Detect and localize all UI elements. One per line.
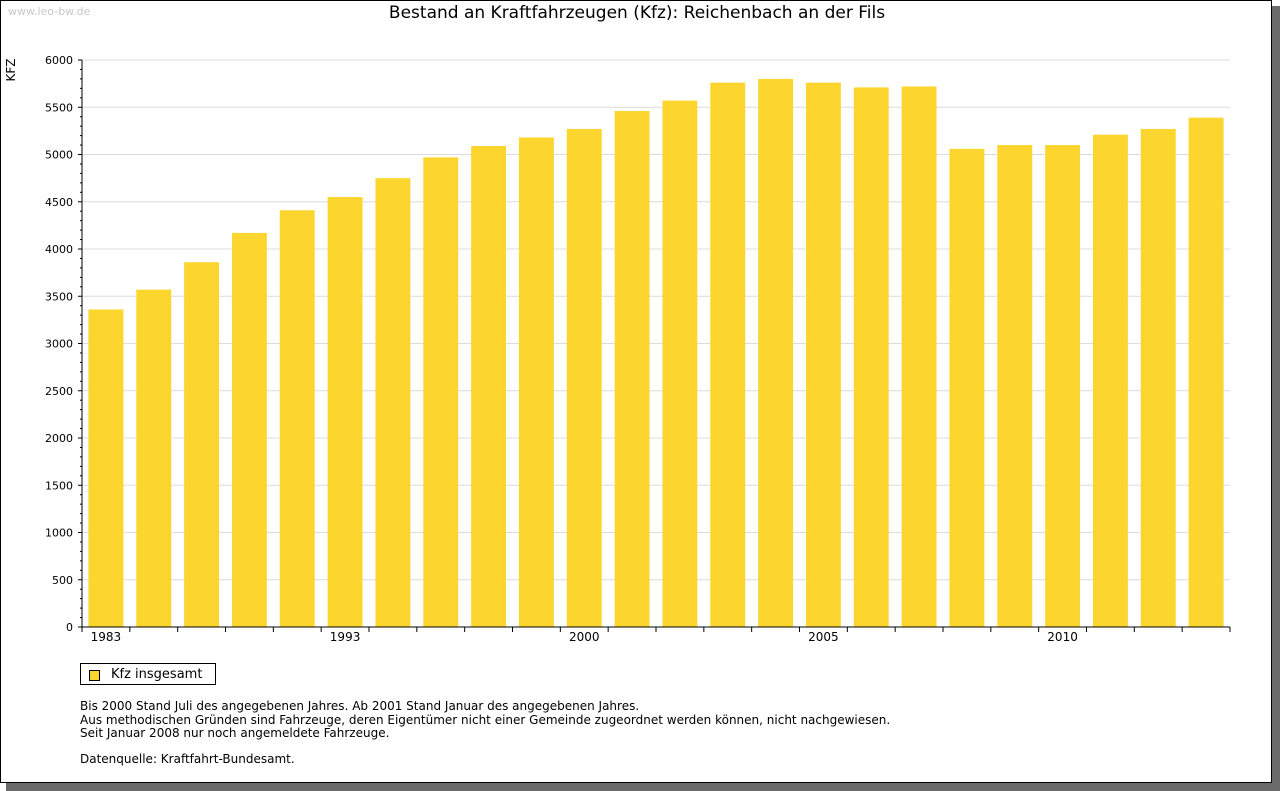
legend: Kfz insgesamt bbox=[80, 663, 216, 685]
bar bbox=[88, 309, 124, 627]
bar bbox=[471, 145, 507, 627]
frame-shadow-bottom bbox=[6, 783, 1280, 791]
x-tick-label: 2010 bbox=[1047, 630, 1078, 644]
bar bbox=[1092, 134, 1128, 627]
y-tick-label: 6000 bbox=[45, 54, 73, 67]
chart-title: Bestand an Kraftfahrzeugen (Kfz): Reiche… bbox=[388, 3, 886, 23]
note-line: Bis 2000 Stand Juli des angegebenen Jahr… bbox=[80, 699, 640, 713]
watermark: www.leo-bw.de bbox=[8, 5, 91, 18]
bar bbox=[614, 111, 650, 627]
bar-layer bbox=[88, 78, 1224, 628]
bar bbox=[518, 137, 554, 628]
bar bbox=[423, 157, 459, 627]
x-tick-label: 2000 bbox=[569, 630, 600, 644]
bar bbox=[231, 232, 267, 627]
bar bbox=[805, 82, 841, 628]
bar bbox=[1140, 128, 1176, 628]
bar bbox=[901, 86, 937, 627]
y-tick-label: 4500 bbox=[45, 196, 73, 209]
bar bbox=[1188, 117, 1224, 628]
bar bbox=[566, 128, 602, 628]
y-axis-label: KFZ bbox=[4, 59, 18, 82]
bar bbox=[758, 78, 794, 627]
bar bbox=[279, 210, 315, 627]
legend-swatch bbox=[89, 670, 100, 681]
grid-layer bbox=[82, 59, 1230, 581]
y-tick-label: 1500 bbox=[45, 479, 73, 492]
axis-layer: 0 500 1000 1500 2000 2500 3000 3500 4000 4500 5000… bbox=[45, 54, 1231, 644]
y-tick-label: 500 bbox=[52, 574, 73, 587]
bar bbox=[853, 87, 889, 627]
note-line: Aus methodischen Gründen sind Fahrzeuge,… bbox=[80, 712, 891, 727]
bar bbox=[327, 197, 363, 627]
y-tick-label: 5500 bbox=[45, 101, 73, 114]
bar bbox=[662, 100, 698, 627]
bar bbox=[375, 178, 411, 627]
y-tick-label: 0 bbox=[66, 621, 73, 634]
note-line: Seit Januar 2008 nur noch angemeldete Fa… bbox=[80, 726, 390, 740]
bar bbox=[1045, 145, 1081, 628]
data-source: Datenquelle: Kraftfahrt-Bundesamt. bbox=[80, 752, 295, 766]
y-tick-label: 3000 bbox=[45, 338, 73, 351]
x-tick-label: 2005 bbox=[808, 630, 839, 644]
legend-label: Kfz insgesamt bbox=[111, 667, 203, 682]
y-tick-label: 5000 bbox=[45, 149, 73, 162]
y-tick-label: 1000 bbox=[45, 527, 73, 540]
x-tick-label: 1983 bbox=[91, 630, 122, 644]
x-tick-label: 1993 bbox=[330, 630, 361, 644]
y-tick-label: 2500 bbox=[45, 385, 73, 398]
bar bbox=[949, 148, 985, 627]
y-tick-label: 3500 bbox=[45, 290, 73, 303]
y-tick-label: 4000 bbox=[45, 243, 73, 256]
chart-notes: Bis 2000 Stand Juli des angegebenen Jahr… bbox=[80, 699, 891, 741]
frame-shadow-right bbox=[1272, 6, 1280, 791]
bar bbox=[710, 82, 746, 628]
bar bbox=[136, 289, 172, 627]
y-tick-label: 2000 bbox=[45, 432, 73, 445]
bar bbox=[184, 262, 220, 627]
bar bbox=[997, 145, 1033, 628]
